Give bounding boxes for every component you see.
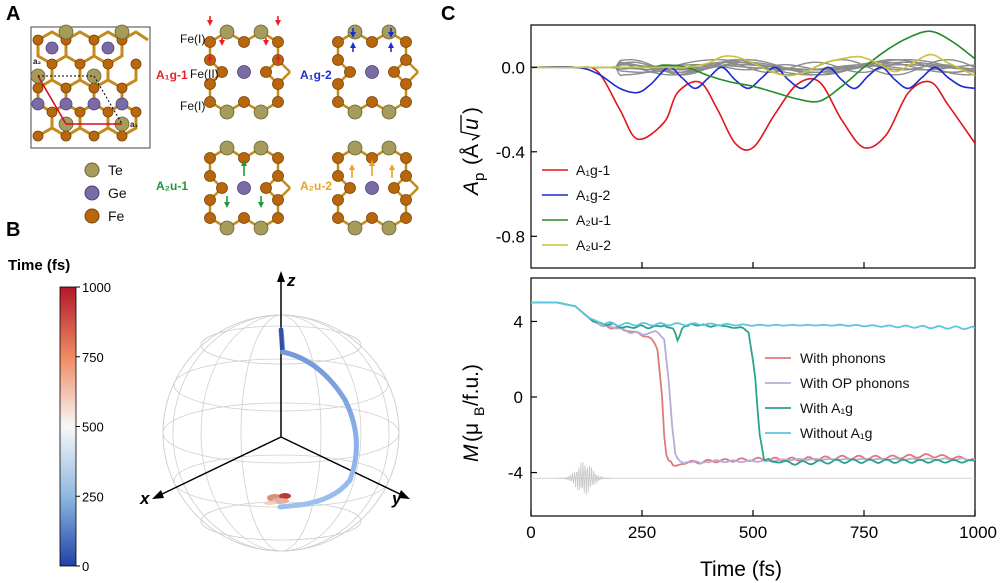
mode-a2u-2-label: A₂u-2 xyxy=(300,179,332,193)
fe1-bottom-site-label: Fe(I) xyxy=(180,99,205,113)
ap-y-axis-label: A p (Å u ) xyxy=(460,107,488,197)
crystal-top-view: a₂ a₁ xyxy=(30,24,151,149)
colorbar-title: Time (fs) xyxy=(8,257,70,274)
mode-a1g-1-label: A₁g-1 xyxy=(156,68,188,82)
svg-text:B: B xyxy=(471,407,487,416)
colorbar-tick-label: 0 xyxy=(82,559,89,574)
fe1-top-site-label: Fe(I) xyxy=(180,32,205,46)
colorbar-gradient xyxy=(59,286,77,567)
ap-series-line-1 xyxy=(531,66,975,94)
laser-pulse xyxy=(531,462,975,495)
m-x-tick-label: 1000 xyxy=(959,523,997,542)
panel-label-c: C xyxy=(441,3,455,25)
svg-text:/f.u.): /f.u.) xyxy=(460,364,483,406)
te-legend-label: Te xyxy=(108,162,123,178)
y-axis-label: y xyxy=(391,489,403,508)
ap-y-tick-label: -0.8 xyxy=(496,227,525,246)
ap-legend-label: A₁g-2 xyxy=(576,187,611,203)
fe2-site-label: Fe(II) xyxy=(190,67,219,81)
time-axis-label: Time (fs) xyxy=(700,558,782,581)
m-x-tick-label: 0 xyxy=(526,523,535,542)
svg-text:(μ: (μ xyxy=(460,423,483,442)
ap-legend-label: A₂u-1 xyxy=(576,212,611,228)
pulse-waveform xyxy=(557,462,611,495)
lattice-vector-a2: a₂ xyxy=(33,57,41,66)
ap-series-line-3 xyxy=(531,53,975,77)
magnetization-trajectory xyxy=(277,327,359,510)
magnetization-chart: 4 0 -4 0 250 500 750 1000 With phonons With OP p… xyxy=(460,277,997,581)
phonon-mode-structures xyxy=(204,16,419,236)
x-axis-label: x xyxy=(139,489,151,508)
mode-a2u-1-label: A₂u-1 xyxy=(156,179,188,193)
m-x-tick-label: 250 xyxy=(628,523,656,542)
ap-y-tick-label: -0.4 xyxy=(496,143,525,162)
svg-text:(Å: (Å xyxy=(460,144,483,165)
lattice-vector-a1: a₁ xyxy=(130,120,138,129)
m-legend-label: Without A₁g xyxy=(800,425,872,441)
panel-label-a: A xyxy=(6,3,20,25)
m-y-tick-label: 4 xyxy=(514,312,523,331)
mode-a2u-2-structure xyxy=(332,140,419,236)
svg-text:u: u xyxy=(460,118,483,130)
m-legend-label: With OP phonons xyxy=(800,375,909,391)
panel-label-b: B xyxy=(6,219,20,241)
m-y-axis-label: M (μ B /f.u.) xyxy=(460,364,487,462)
ap-legend-label: A₂u-2 xyxy=(576,237,611,253)
ap-series-line-0 xyxy=(531,66,975,151)
te-legend-icon xyxy=(84,162,100,178)
trajectory-start xyxy=(279,327,284,351)
svg-text:): ) xyxy=(460,107,483,114)
ap-legend-label: A₁g-1 xyxy=(576,162,611,178)
m-legend-label: With A₁g xyxy=(800,400,853,416)
fe-legend-label: Fe xyxy=(108,208,125,224)
colorbar-tick-label: 1000 xyxy=(82,280,111,295)
ge-legend-label: Ge xyxy=(108,185,127,201)
element-legend: Te Ge Fe xyxy=(84,162,127,224)
m-y-tick-label: 0 xyxy=(514,388,523,407)
ap-chart: 0.0 -0.4 -0.8 A₁g-1 A₁g-2 A₂u-1 A₂u-2 A p (Å … xyxy=(460,24,976,269)
mode-a1g-2-structure xyxy=(332,24,419,120)
colorbar-tick-label: 500 xyxy=(82,420,104,435)
mode-a1g-2-label: A₁g-2 xyxy=(300,68,332,82)
ge-legend-icon xyxy=(84,185,100,201)
trajectory-end-cluster xyxy=(264,493,291,505)
m-x-tick-label: 750 xyxy=(850,523,878,542)
svg-text:p: p xyxy=(471,173,488,181)
svg-text:M: M xyxy=(460,444,483,462)
m-legend-label: With phonons xyxy=(800,350,886,366)
fe-legend-icon xyxy=(84,208,100,224)
colorbar-tick-label: 250 xyxy=(82,489,104,504)
z-axis-label: z xyxy=(286,271,296,290)
m-x-tick-label: 500 xyxy=(739,523,767,542)
ap-series-line-2 xyxy=(531,30,975,103)
magnetization-sphere: z x y xyxy=(139,271,410,552)
ap-y-tick-label: 0.0 xyxy=(501,58,525,77)
m-series-line-3 xyxy=(531,301,975,331)
mode-a2u-1-structure xyxy=(204,140,291,236)
colorbar-tick-label: 750 xyxy=(82,350,104,365)
time-colorbar: Time (fs) 1000 750 500 250 0 xyxy=(8,257,111,574)
m-series-line-2 xyxy=(531,301,975,466)
mode-a1g-1-structure xyxy=(204,16,291,120)
m-y-tick-label: -4 xyxy=(508,464,523,483)
svg-text:A: A xyxy=(460,181,483,197)
